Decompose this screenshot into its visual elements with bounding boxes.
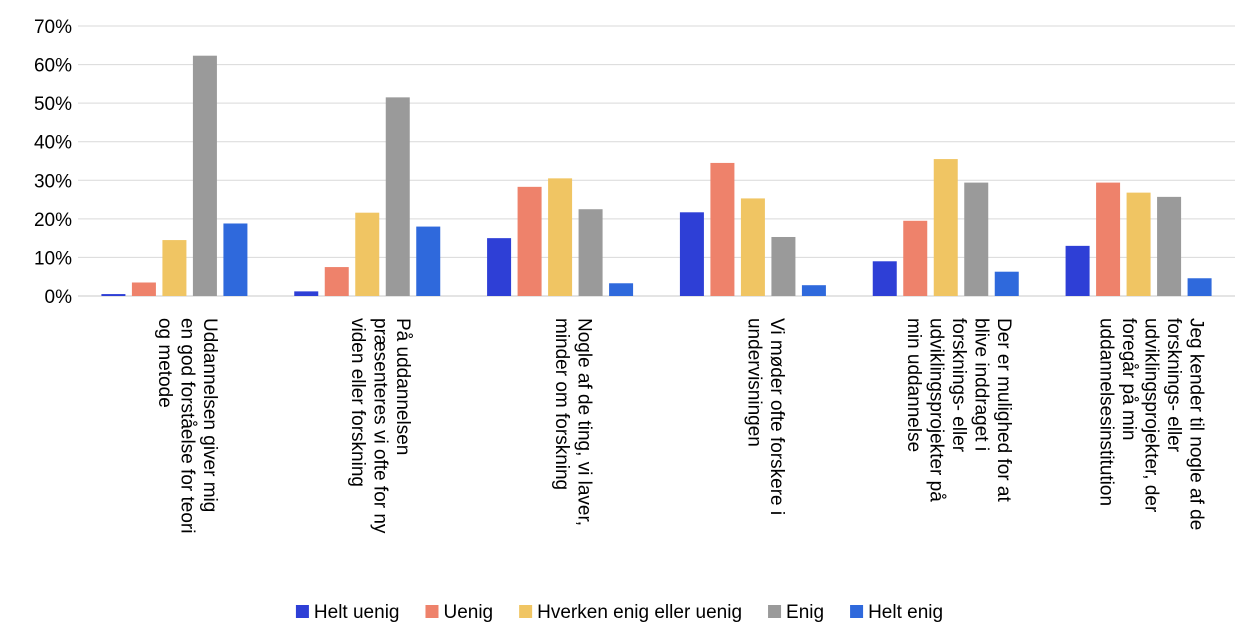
- category-label: Jeg kender til nogle af de: [1186, 318, 1207, 530]
- bar: [294, 291, 319, 296]
- category-label: blive inddraget i: [970, 318, 991, 451]
- legend-label: Enig: [786, 602, 824, 623]
- legend-swatch: [850, 605, 864, 618]
- bar: [192, 55, 217, 297]
- category-label: og metode: [154, 318, 175, 408]
- bar: [771, 236, 796, 296]
- bar: [1096, 182, 1121, 296]
- category-label: min uddannelse: [903, 318, 924, 452]
- y-tick-label: 20%: [34, 210, 72, 231]
- category-label: Vi møder ofte forskere i: [766, 318, 787, 515]
- bar: [872, 261, 897, 296]
- bar: [162, 240, 187, 296]
- category-label: undervisningen: [744, 318, 765, 447]
- bar: [740, 198, 765, 296]
- bar: [517, 186, 542, 296]
- gridlines: [78, 25, 1235, 297]
- bar: [679, 212, 704, 296]
- legend-swatch: [519, 605, 533, 618]
- bar: [903, 220, 928, 296]
- legend-label: Uenig: [443, 602, 493, 623]
- y-tick-label: 70%: [34, 17, 72, 38]
- bar: [324, 267, 349, 296]
- y-tick-label: 40%: [34, 133, 72, 154]
- category-label: en god forståelse for teori: [176, 318, 197, 533]
- bar: [1187, 278, 1212, 296]
- category-label: forsknings- eller: [948, 318, 969, 453]
- bar: [548, 178, 573, 296]
- bar: [964, 182, 989, 296]
- category-label: uddannelsesinstitution: [1096, 318, 1117, 506]
- category-label: udviklingsprojekter, der: [1141, 318, 1162, 513]
- y-axis-ticks: 0% 10% 20% 30% 40% 50% 60% 70%: [34, 17, 72, 308]
- bar: [131, 282, 156, 296]
- bar: [578, 209, 603, 296]
- category-label: Nogle af de ting, vi laver,: [573, 318, 594, 526]
- category-label: viden eller forskning: [347, 318, 368, 487]
- bar: [101, 294, 126, 296]
- category-label: Der er mulighed for at: [993, 318, 1014, 502]
- bar: [1126, 192, 1151, 296]
- bars: [101, 55, 1212, 297]
- bar: [801, 285, 826, 296]
- y-tick-label: 60%: [34, 56, 72, 77]
- y-tick-label: 10%: [34, 248, 72, 269]
- category-label: minder om forskning: [551, 318, 572, 490]
- category-label: På uddannelsen: [392, 318, 413, 455]
- bar: [355, 212, 380, 296]
- legend-swatch: [425, 605, 439, 618]
- bar: [710, 162, 735, 296]
- y-tick-label: 30%: [34, 171, 72, 192]
- bar: [487, 238, 512, 296]
- y-tick-label: 50%: [34, 94, 72, 115]
- bar: [1065, 245, 1090, 296]
- category-label: præsenteres vi ofte for ny: [369, 318, 390, 534]
- category-label: Uddannelsen giver mig: [199, 318, 220, 512]
- category-label: udviklingsprojekter på: [925, 318, 946, 502]
- bar: [933, 159, 958, 296]
- bar: [385, 97, 410, 296]
- bar: [416, 226, 441, 296]
- legend-label: Helt enig: [868, 602, 943, 623]
- bar: [1157, 196, 1182, 296]
- legend-swatch: [295, 605, 309, 618]
- y-tick-label: 0%: [45, 287, 73, 308]
- bar: [994, 271, 1019, 296]
- legend-label: Helt uenig: [314, 602, 400, 623]
- legend: Helt uenig Uenig Hverken enig eller uenig E…: [295, 602, 943, 623]
- bar: [609, 283, 634, 296]
- bar: [223, 223, 248, 296]
- legend-swatch: [768, 605, 782, 618]
- legend-label: Hverken enig eller uenig: [537, 602, 742, 623]
- category-label: foregår på min: [1118, 318, 1139, 441]
- category-label: forsknings- eller: [1163, 318, 1184, 453]
